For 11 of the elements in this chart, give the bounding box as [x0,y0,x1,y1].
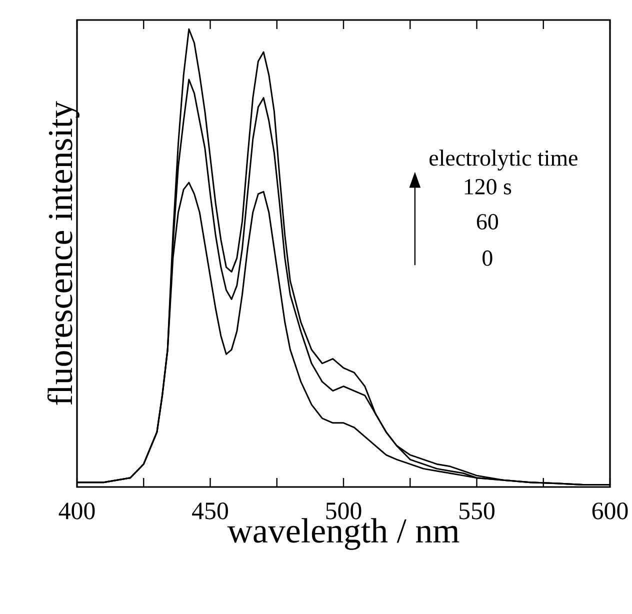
annotation: electrolytic time [430,150,578,171]
y-axis-title: fluorescence intensity [47,101,80,405]
x-tick-label: 400 [58,502,95,520]
x-tick-label: 550 [460,502,494,520]
annotation: 60 [476,214,498,230]
x-axis-title: wavelength / nm [227,518,460,550]
annotation: 0 [482,250,492,266]
x-tick-label: 600 [592,502,628,520]
x-tick-label: 450 [192,502,228,520]
x-tick-label: 500 [326,502,362,520]
annotation: 120 s [464,178,512,194]
